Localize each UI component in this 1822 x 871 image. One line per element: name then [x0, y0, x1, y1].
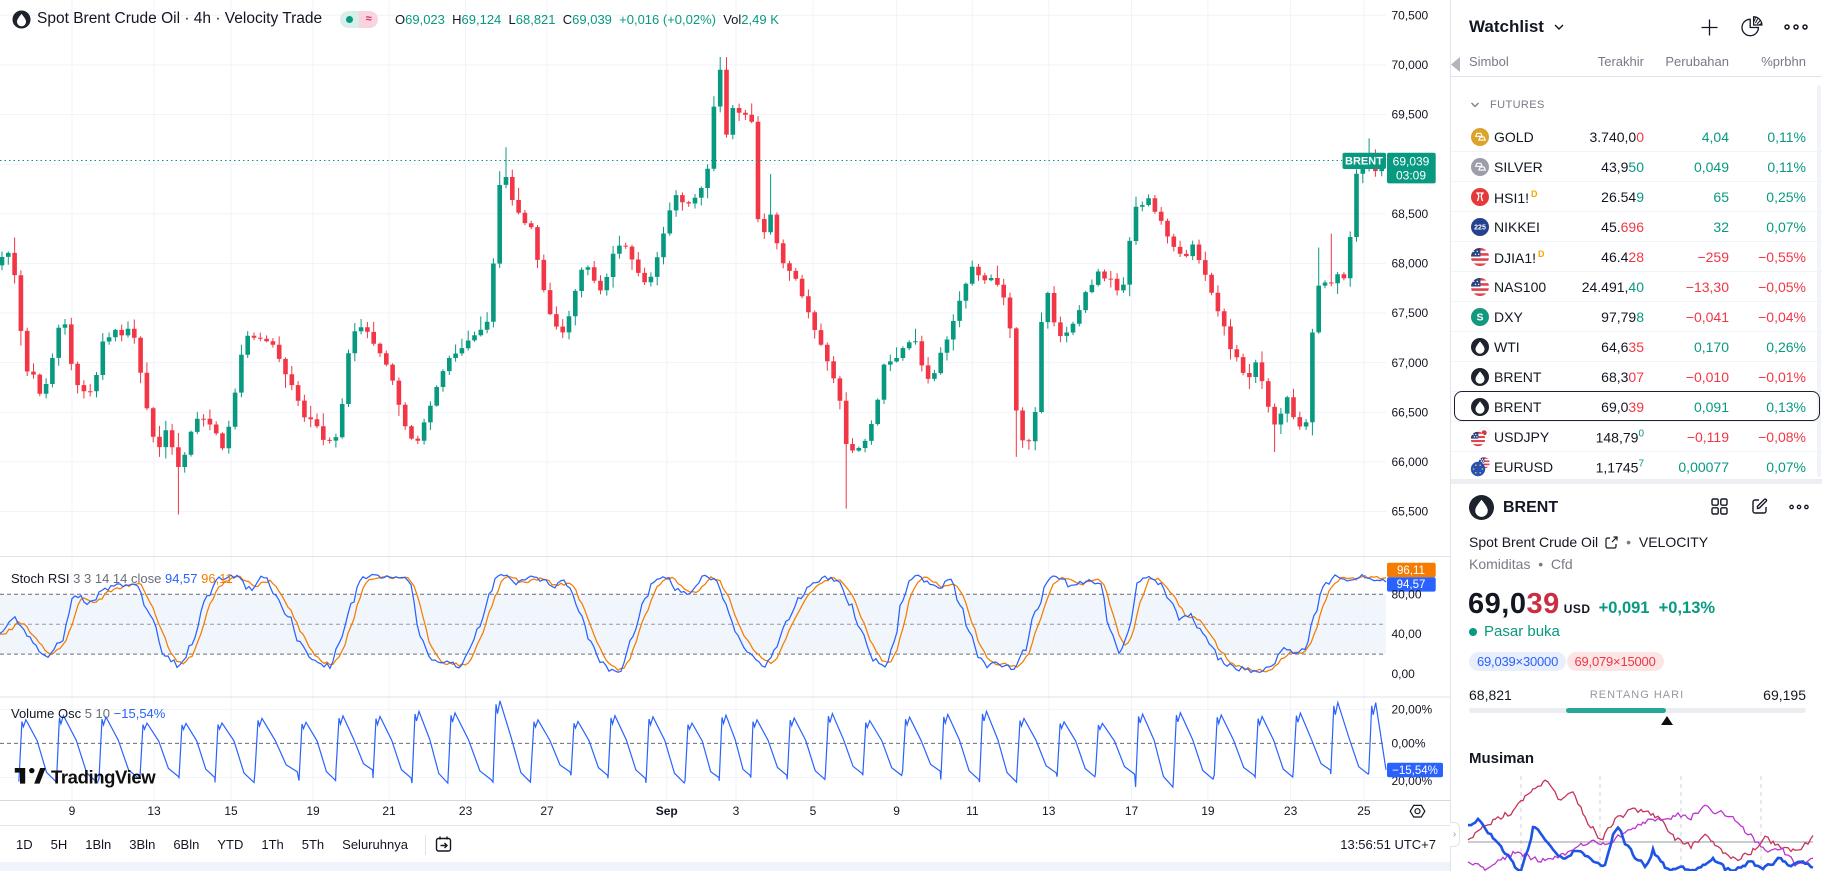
svg-text:25: 25 [1357, 804, 1371, 818]
svg-text:69,500: 69,500 [1392, 108, 1429, 122]
svg-text:20,00%: 20,00% [1392, 702, 1433, 716]
svg-text:Sep: Sep [656, 804, 678, 818]
svg-text:9: 9 [893, 804, 900, 818]
svg-text:96,11: 96,11 [1397, 565, 1425, 577]
svg-text:03:09: 03:09 [1396, 168, 1426, 182]
svg-text:13: 13 [147, 804, 161, 818]
svg-text:TradingView: TradingView [51, 767, 156, 788]
svg-text:21: 21 [382, 804, 396, 818]
svg-text:69,039: 69,039 [1393, 154, 1430, 168]
svg-text:80,00: 80,00 [1392, 587, 1422, 601]
svg-text:17: 17 [1125, 804, 1139, 818]
svg-text:19: 19 [306, 804, 320, 818]
svg-text:0,00%: 0,00% [1392, 736, 1426, 750]
svg-text:5: 5 [810, 804, 817, 818]
svg-text:S: S [1476, 311, 1483, 323]
svg-text:65,500: 65,500 [1392, 505, 1429, 519]
svg-text:20,00%: 20,00% [1392, 774, 1433, 788]
svg-text:70,500: 70,500 [1392, 8, 1429, 22]
svg-text:40,00: 40,00 [1392, 627, 1422, 641]
svg-text:70,000: 70,000 [1392, 58, 1429, 72]
svg-text:−15,54%: −15,54% [1392, 765, 1438, 777]
svg-text:68,000: 68,000 [1392, 257, 1429, 271]
svg-text:67,500: 67,500 [1392, 306, 1429, 320]
svg-text:0,00: 0,00 [1392, 667, 1416, 681]
svg-text:27: 27 [540, 804, 554, 818]
svg-text:23: 23 [1284, 804, 1298, 818]
svg-text:19: 19 [1201, 804, 1215, 818]
svg-text:66,000: 66,000 [1392, 455, 1429, 469]
svg-text:94,57: 94,57 [1397, 579, 1426, 591]
svg-text:13: 13 [1042, 804, 1056, 818]
svg-text:11: 11 [966, 804, 979, 818]
svg-text:225: 225 [1474, 225, 1486, 232]
svg-text:66,500: 66,500 [1392, 406, 1429, 420]
svg-text:3: 3 [733, 804, 740, 818]
svg-text:9: 9 [69, 804, 76, 818]
svg-text:23: 23 [459, 804, 473, 818]
svg-text:15: 15 [224, 804, 238, 818]
svg-text:BRENT: BRENT [1345, 156, 1383, 168]
svg-text:68,500: 68,500 [1392, 207, 1429, 221]
svg-text:67,000: 67,000 [1392, 356, 1429, 370]
